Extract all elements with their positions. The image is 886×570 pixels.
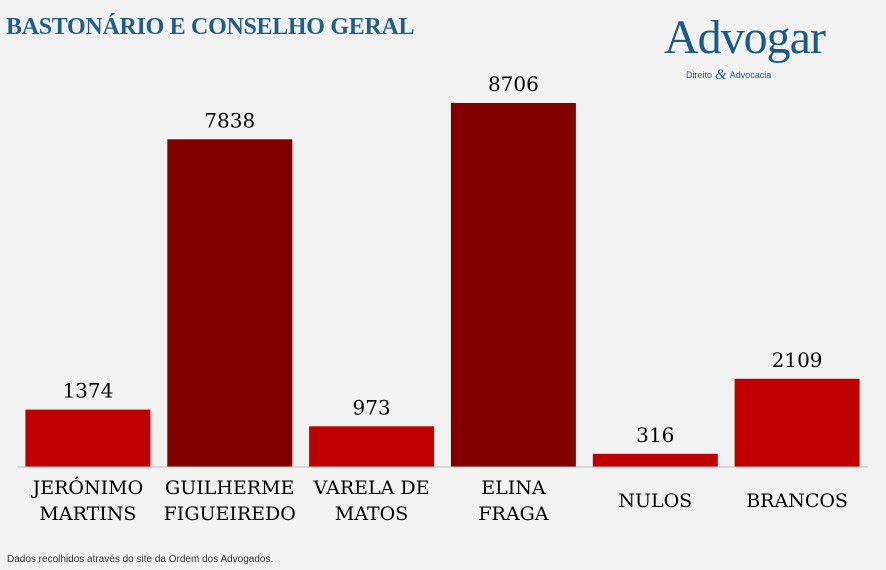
- category-label-3-0: ELINA: [481, 477, 546, 499]
- logo-tagline: Direito & Advocacia: [686, 66, 771, 83]
- bar-2: [309, 426, 435, 467]
- chart-title: BASTONÁRIO E CONSELHO GERAL: [6, 14, 415, 40]
- data-label-5: 2109: [772, 348, 823, 372]
- bar-4: [592, 453, 718, 467]
- category-label-4-0: NULOS: [618, 490, 692, 512]
- logo-tagline-left: Direito: [686, 70, 713, 80]
- data-label-1: 7838: [204, 108, 255, 132]
- category-label-3-1: FRAGA: [478, 503, 548, 525]
- bar-0: [25, 409, 151, 467]
- category-label-2-0: VARELA DE: [313, 477, 430, 499]
- category-label-1-1: FIGUEIREDO: [164, 503, 296, 525]
- bar-1: [167, 139, 293, 468]
- data-label-4: 316: [636, 423, 674, 447]
- category-label-2-1: MATOS: [335, 503, 408, 525]
- category-label-0-0: JERÓNIMO: [31, 476, 144, 499]
- footnote: Dados recolhidos através do site da Orde…: [7, 554, 274, 565]
- category-label-0-1: MARTINS: [39, 503, 136, 525]
- logo-ampersand: &: [715, 67, 727, 83]
- logo-wordmark: Advogar: [664, 11, 826, 64]
- advogar-logo: Advogar Direito & Advocacia: [664, 14, 864, 84]
- logo-tagline-right: Advocacia: [729, 70, 772, 80]
- bar-5: [734, 378, 860, 467]
- category-label-1-0: GUILHERME: [165, 477, 294, 499]
- data-label-0: 1374: [62, 379, 113, 403]
- bar-3: [450, 103, 576, 467]
- data-label-2: 973: [352, 395, 390, 419]
- category-label-5-0: BRANCOS: [746, 490, 848, 512]
- data-label-3: 8706: [488, 72, 539, 96]
